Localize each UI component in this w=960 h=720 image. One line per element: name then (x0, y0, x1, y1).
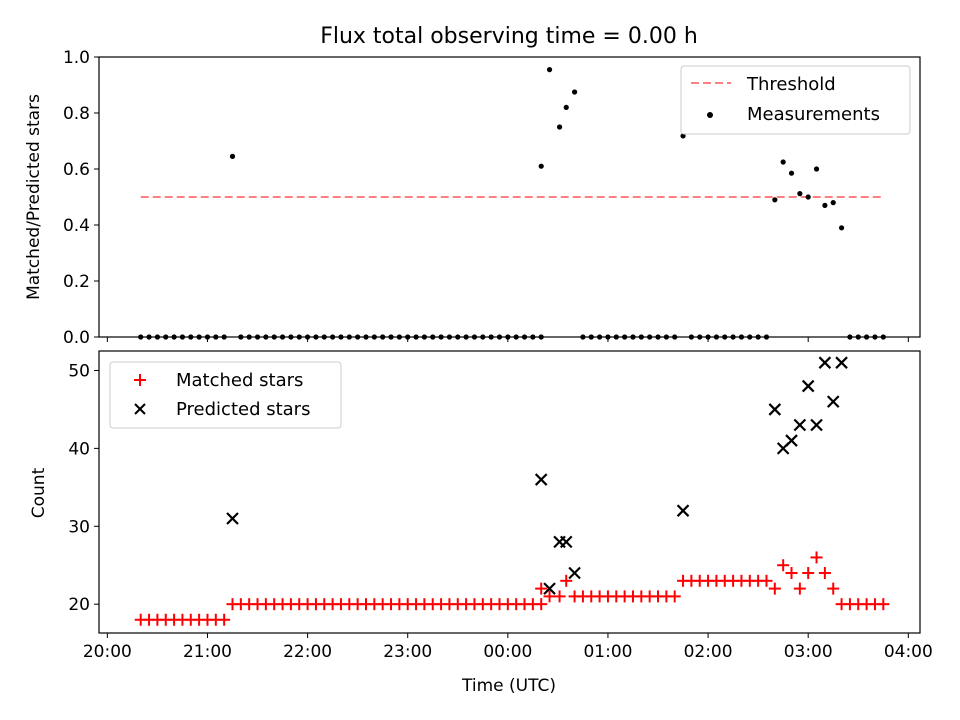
measurement-point (571, 89, 578, 95)
measurement-point (538, 163, 544, 169)
top-panel: 0.0 0.2 0.4 0.6 0.8 1.0 Matched/Predicted sta… (24, 48, 921, 348)
predicted-star-point (676, 504, 690, 517)
measurement-points (138, 67, 886, 340)
measurement-point (797, 191, 803, 197)
matched-star-point (810, 551, 823, 564)
predicted-star-point (818, 356, 832, 369)
predicted-star-point (568, 566, 581, 580)
legend-matched-swatch (134, 374, 146, 386)
predicted-star-point (826, 395, 840, 408)
matched-star-point (777, 559, 790, 572)
legend-predicted-label: Predicted stars (176, 399, 310, 420)
bottom-panel: 20:00 21:00 22:00 23:00 00:00 01:00 02:00 03:00… (29, 350, 933, 696)
x-axis-label: Time (UTC) (461, 676, 556, 696)
chart-title: Flux total observing time = 0.00 h (320, 24, 698, 49)
bottom-plot-frame (98, 350, 921, 634)
matched-star-point (785, 567, 798, 580)
top-legend-box (680, 65, 911, 135)
matched-star-point (877, 598, 890, 611)
matched-star-point (218, 613, 231, 626)
top-axis-ticks: 0.0 0.2 0.4 0.6 0.8 1.0 (63, 48, 909, 348)
measurement-point (822, 202, 828, 208)
legend-predicted-swatch (134, 403, 146, 415)
measurement-point (772, 197, 778, 203)
bottom-y-tick-label: 50 (68, 361, 90, 381)
x-tick-label: 20:00 (83, 642, 132, 662)
x-tick-label: 01:00 (583, 642, 632, 662)
bottom-y-tick-label: 40 (68, 439, 90, 459)
measurement-point (813, 166, 820, 172)
predicted-star-point (534, 473, 548, 486)
measurement-point (805, 194, 811, 200)
top-y-tick-label: 0.6 (63, 160, 90, 180)
matched-star-point (793, 582, 806, 595)
legend-threshold-label: Threshold (746, 74, 836, 95)
measurement-point (563, 104, 569, 110)
predicted-star-point (559, 535, 573, 549)
measurement-point (830, 200, 836, 206)
x-tick-label: 04:00 (884, 642, 933, 662)
matched-star-point (543, 590, 556, 603)
measurement-point (788, 170, 795, 176)
measurement-point (838, 225, 845, 231)
legend-measurements-swatch (707, 112, 713, 118)
matched-star-point (560, 574, 573, 587)
legend-measurements-label: Measurements (747, 104, 880, 125)
top-y-tick-label: 0.8 (63, 104, 90, 124)
matched-star-point (827, 582, 840, 595)
x-tick-label: 03:00 (784, 642, 833, 662)
matched-star-point (553, 590, 566, 603)
matched-star-point (535, 582, 548, 595)
count-points (134, 356, 890, 626)
predicted-star-point (810, 418, 823, 432)
matched-star-point (668, 590, 681, 603)
matched-star-point (535, 598, 548, 611)
bottom-y-tick-label: 30 (68, 517, 90, 537)
bottom-legend: Matched stars Predicted stars (109, 361, 342, 429)
measurement-point (556, 124, 563, 130)
top-plot-frame (98, 56, 921, 338)
bottom-y-axis-label: Count (29, 467, 49, 518)
bottom-legend-box (109, 361, 342, 429)
top-y-tick-label: 0.0 (63, 328, 90, 348)
measurement-point (229, 153, 236, 159)
bottom-axis-ticks: 20:00 21:00 22:00 23:00 00:00 01:00 02:00 03:00… (68, 361, 932, 662)
matched-star-point (768, 582, 781, 595)
x-tick-label: 23:00 (383, 642, 432, 662)
x-tick-label: 02:00 (684, 642, 733, 662)
predicted-star-point (226, 512, 239, 525)
predicted-star-point (785, 434, 798, 447)
predicted-star-point (835, 356, 848, 369)
predicted-star-point (768, 403, 782, 416)
top-y-axis-label: Matched/Predicted stars (24, 94, 44, 300)
top-legend: Threshold Measurements (680, 65, 911, 135)
measurement-point (546, 67, 553, 73)
bottom-y-tick-label: 20 (68, 595, 90, 615)
measurement-point (780, 159, 786, 165)
predicted-star-point (793, 418, 807, 432)
measurement-point (680, 133, 686, 139)
matched-star-point (760, 574, 773, 587)
top-y-tick-label: 0.4 (63, 216, 90, 236)
x-tick-label: 21:00 (183, 642, 232, 662)
x-tick-label: 00:00 (483, 642, 532, 662)
matched-star-point (802, 567, 815, 580)
top-y-tick-label: 0.2 (63, 272, 90, 292)
matched-star-point (818, 567, 831, 580)
predicted-star-point (801, 379, 815, 393)
predicted-star-point (543, 582, 556, 595)
x-tick-label: 22:00 (283, 642, 332, 662)
top-y-tick-label: 1.0 (63, 48, 90, 68)
legend-matched-label: Matched stars (176, 370, 303, 391)
